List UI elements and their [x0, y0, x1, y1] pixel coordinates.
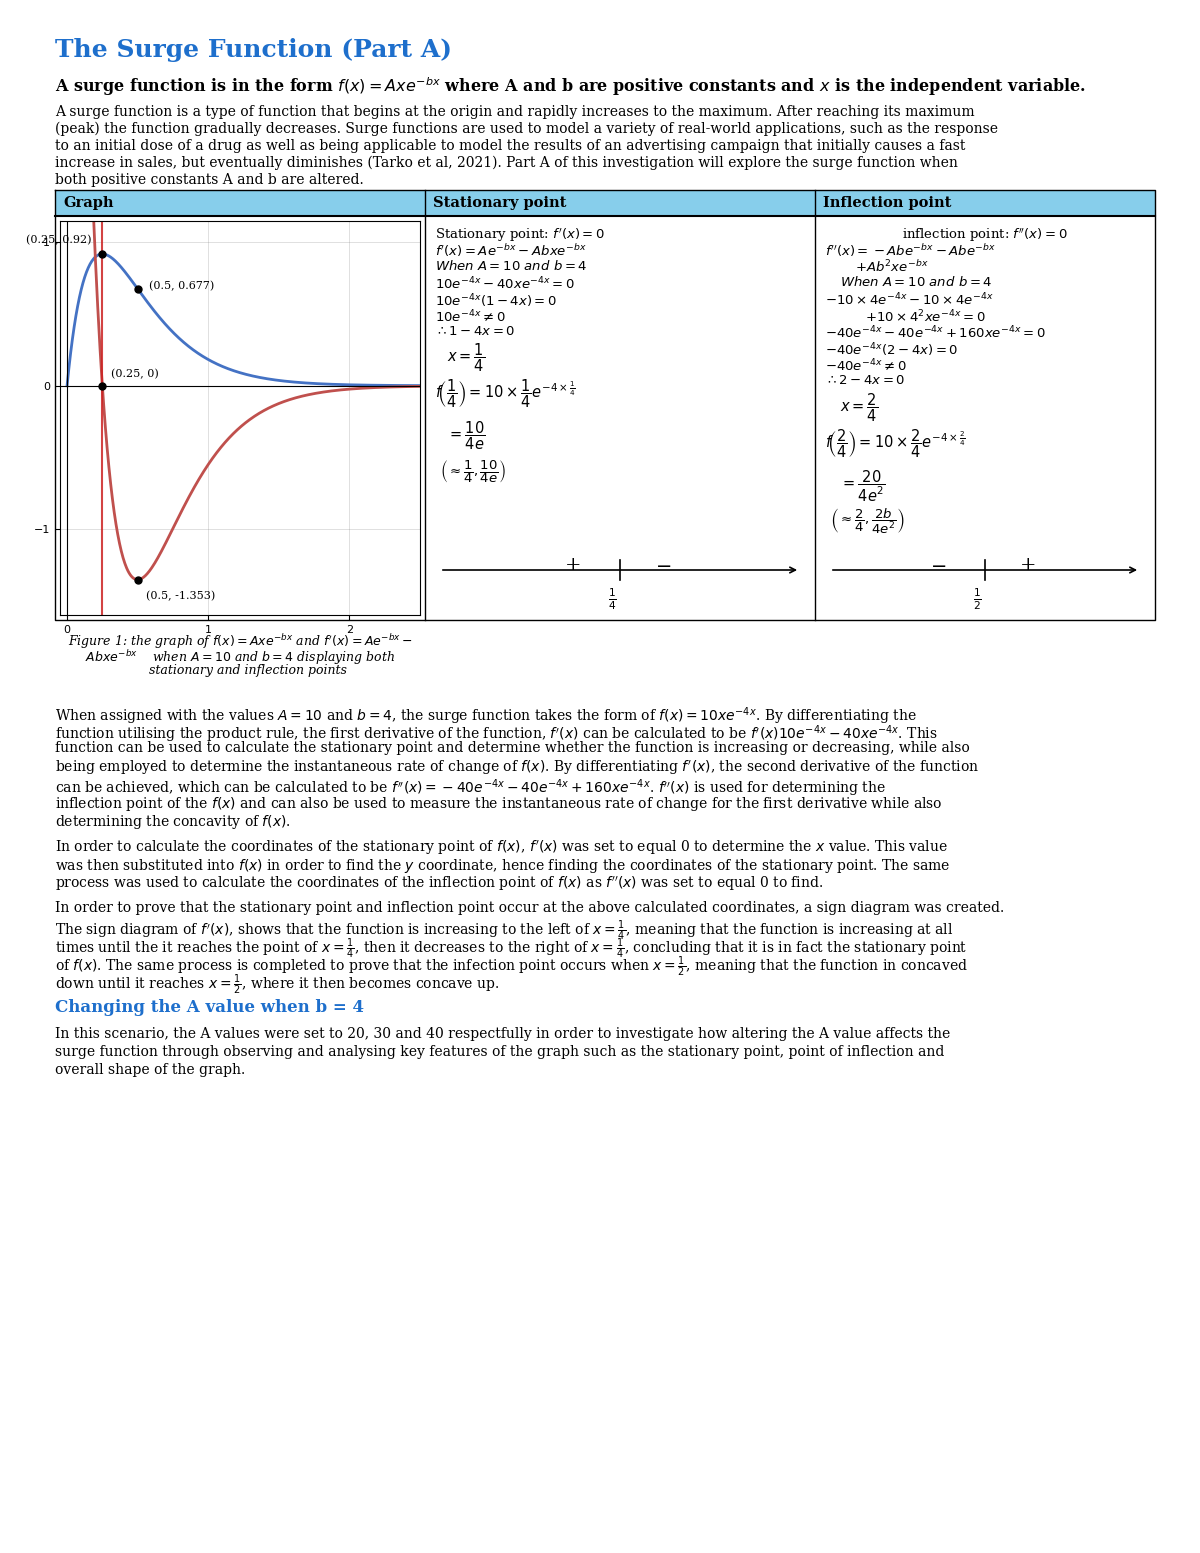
Text: inflection point: $f''(x) = 0$: inflection point: $f''(x) = 0$: [902, 227, 1068, 244]
Text: $= \dfrac{20}{4e^2}$: $= \dfrac{20}{4e^2}$: [840, 469, 886, 505]
Text: $\frac{1}{4}$: $\frac{1}{4}$: [607, 585, 617, 612]
Text: Inflection point: Inflection point: [823, 196, 952, 210]
Bar: [425, 189, 815, 216]
Text: $-40e^{-4x}(2 - 4x) = 0$: $-40e^{-4x}(2 - 4x) = 0$: [826, 342, 959, 359]
Text: A surge function is a type of function that begins at the origin and rapidly inc: A surge function is a type of function t…: [55, 106, 974, 120]
Text: stationary and inflection points: stationary and inflection points: [133, 665, 347, 677]
Text: $x = \dfrac{2}{4}$: $x = \dfrac{2}{4}$: [840, 391, 878, 424]
Text: was then substituted into $f(x)$ in order to find the $y$ coordinate, hence find: was then substituted into $f(x)$ in orde…: [55, 857, 950, 874]
Text: $\therefore 2 - 4x = 0$: $\therefore 2 - 4x = 0$: [826, 374, 905, 388]
Text: $10e^{-4x}(1 - 4x) = 0$: $10e^{-4x}(1 - 4x) = 0$: [436, 292, 557, 309]
Text: $When\ A = 10\ and\ b = 4$: $When\ A = 10\ and\ b = 4$: [436, 259, 587, 273]
Text: Figure 1: the graph of $f(x)=Axe^{-bx}$ and $f'(x) = Ae^{-bx} -$: Figure 1: the graph of $f(x)=Axe^{-bx}$ …: [67, 632, 413, 651]
Text: $+ 10 \times 4^2xe^{-4x} = 0$: $+ 10 \times 4^2xe^{-4x} = 0$: [865, 309, 986, 325]
Text: $-40e^{-4x} - 40e^{-4x} + 160xe^{-4x} = 0$: $-40e^{-4x} - 40e^{-4x} + 160xe^{-4x} = …: [826, 325, 1046, 342]
Text: function can be used to calculate the stationary point and determine whether the: function can be used to calculate the st…: [55, 741, 970, 755]
Text: $\therefore 1 - 4x = 0$: $\therefore 1 - 4x = 0$: [436, 325, 515, 339]
Text: process was used to calculate the coordinates of the inflection point of $f(x)$ : process was used to calculate the coordi…: [55, 874, 823, 893]
Text: $f''(x) = -Abe^{-bx} - Abe^{-bx}$: $f''(x) = -Abe^{-bx} - Abe^{-bx}$: [826, 242, 996, 259]
Text: The sign diagram of $f'(x)$, shows that the function is increasing to the left o: The sign diagram of $f'(x)$, shows that …: [55, 919, 953, 943]
Text: Graph: Graph: [64, 196, 114, 210]
Text: being employed to determine the instantaneous rate of change of $f(x)$. By diffe: being employed to determine the instanta…: [55, 759, 979, 776]
Bar: [815, 189, 1154, 216]
Text: can be achieved, which can be calculated to be $f''(x) = -40e^{-4x} - 40e^{-4x} : can be achieved, which can be calculated…: [55, 776, 886, 798]
Text: $f'(x) = Ae^{-bx} - Abxe^{-bx}$: $f'(x) = Ae^{-bx} - Abxe^{-bx}$: [436, 242, 587, 259]
Text: overall shape of the graph.: overall shape of the graph.: [55, 1062, 245, 1076]
Text: +: +: [1020, 556, 1037, 575]
Text: $x = \dfrac{1}{4}$: $x = \dfrac{1}{4}$: [446, 342, 485, 374]
Text: Stationary point: Stationary point: [433, 196, 566, 210]
Text: $\frac{1}{2}$: $\frac{1}{2}$: [973, 585, 982, 612]
Text: $10e^{-4x} \neq 0$: $10e^{-4x} \neq 0$: [436, 309, 506, 325]
Text: Changing the A value when b = 4: Changing the A value when b = 4: [55, 999, 364, 1016]
Text: (0.25, 0): (0.25, 0): [110, 370, 158, 379]
Text: function utilising the product rule, the first derivative of the function, $f'(x: function utilising the product rule, the…: [55, 724, 937, 744]
Text: $+ Ab^2xe^{-bx}$: $+ Ab^2xe^{-bx}$: [854, 259, 929, 275]
Text: (0.5, -1.353): (0.5, -1.353): [146, 590, 215, 601]
Text: $f\!\left(\dfrac{1}{4}\right) = 10 \times \dfrac{1}{4}e^{-4\times\frac{1}{4}}$: $f\!\left(\dfrac{1}{4}\right) = 10 \time…: [436, 377, 576, 410]
Text: In order to prove that the stationary point and inflection point occur at the ab: In order to prove that the stationary po…: [55, 901, 1004, 915]
Text: $\left(\approx\dfrac{2}{4}, \dfrac{2b}{4e^2}\right)$: $\left(\approx\dfrac{2}{4}, \dfrac{2b}{4…: [830, 506, 905, 536]
Text: $-$: $-$: [655, 556, 671, 575]
Text: of $f(x)$. The same process is completed to prove that the infection point occur: of $f(x)$. The same process is completed…: [55, 955, 968, 980]
Text: $= \dfrac{10}{4e}$: $= \dfrac{10}{4e}$: [446, 419, 486, 452]
Text: (peak) the function gradually decreases. Surge functions are used to model a var: (peak) the function gradually decreases.…: [55, 123, 998, 137]
Text: (0.25, 0.92): (0.25, 0.92): [26, 235, 91, 245]
Text: In order to calculate the coordinates of the stationary point of $f(x)$, $f'(x)$: In order to calculate the coordinates of…: [55, 839, 948, 857]
Text: surge function through observing and analysing key features of the graph such as: surge function through observing and ana…: [55, 1045, 944, 1059]
Text: down until it reaches $x = \frac{1}{2}$, where it then becomes concave up.: down until it reaches $x = \frac{1}{2}$,…: [55, 974, 499, 997]
Bar: [55, 189, 425, 216]
Text: inflection point of the $f(x)$ and can also be used to measure the instantaneous: inflection point of the $f(x)$ and can a…: [55, 795, 943, 814]
Text: to an initial dose of a drug as well as being applicable to model the results of: to an initial dose of a drug as well as …: [55, 140, 965, 154]
Text: When assigned with the values $A = 10$ and $b = 4$, the surge function takes the: When assigned with the values $A = 10$ a…: [55, 705, 917, 727]
Text: increase in sales, but eventually diminishes (Tarko et al, 2021). Part A of this: increase in sales, but eventually dimini…: [55, 155, 958, 171]
Text: $Abxe^{-bx}$    when $A = 10$ and $b = 4$ displaying both: $Abxe^{-bx}$ when $A = 10$ and $b = 4$ d…: [85, 648, 395, 666]
Text: times until the it reaches the point of $x = \frac{1}{4}$, then it decreases to : times until the it reaches the point of …: [55, 936, 967, 961]
Text: In this scenario, the A values were set to 20, 30 and 40 respectfully in order t: In this scenario, the A values were set …: [55, 1027, 950, 1041]
Text: $-10 \times 4e^{-4x} - 10 \times 4e^{-4x}$: $-10 \times 4e^{-4x} - 10 \times 4e^{-4x…: [826, 292, 994, 309]
Text: A surge function is in the form $f(x) = Axe^{-bx}$ where A and b are positive co: A surge function is in the form $f(x) = …: [55, 75, 1086, 98]
Text: Stationary point: $f'(x) = 0$: Stationary point: $f'(x) = 0$: [436, 227, 605, 244]
Text: determining the concavity of $f(x)$.: determining the concavity of $f(x)$.: [55, 814, 290, 831]
Text: +: +: [565, 556, 582, 575]
Text: $-$: $-$: [930, 556, 947, 575]
Text: $When\ A = 10\ and\ b = 4$: $When\ A = 10\ and\ b = 4$: [840, 275, 992, 289]
Text: (0.5, 0.677): (0.5, 0.677): [149, 281, 214, 290]
Text: $10e^{-4x} - 40xe^{-4x} = 0$: $10e^{-4x} - 40xe^{-4x} = 0$: [436, 275, 575, 292]
Text: both positive constants A and b are altered.: both positive constants A and b are alte…: [55, 172, 364, 186]
Text: $f\!\left(\dfrac{2}{4}\right) = 10 \times \dfrac{2}{4}e^{-4\times\frac{2}{4}}$: $f\!\left(\dfrac{2}{4}\right) = 10 \time…: [826, 427, 966, 460]
Text: The Surge Function (Part A): The Surge Function (Part A): [55, 37, 452, 62]
Text: $\left(\approx\dfrac{1}{4}, \dfrac{10}{4e}\right)$: $\left(\approx\dfrac{1}{4}, \dfrac{10}{4…: [440, 458, 506, 485]
Text: $-40e^{-4x} \neq 0$: $-40e^{-4x} \neq 0$: [826, 359, 907, 374]
